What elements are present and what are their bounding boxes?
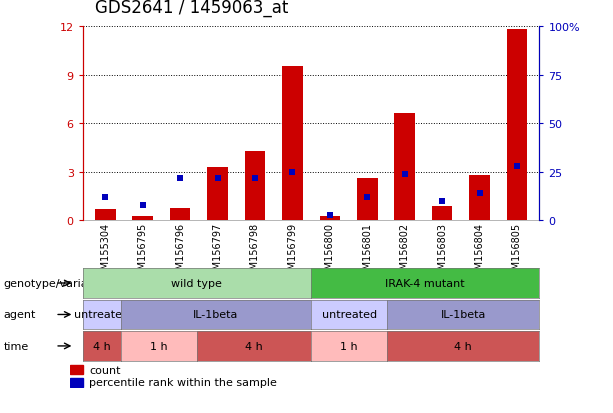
- Bar: [282, 67, 303, 221]
- Bar: [170, 208, 191, 221]
- Bar: [70, 366, 83, 374]
- Point: [474, 190, 484, 197]
- Bar: [470, 176, 490, 221]
- Point: [362, 195, 372, 201]
- Point: [325, 212, 335, 218]
- Text: IL-1beta: IL-1beta: [193, 310, 238, 320]
- Point: [175, 175, 185, 182]
- Point: [138, 202, 148, 209]
- Bar: [319, 217, 340, 221]
- Bar: [357, 179, 378, 221]
- Text: agent: agent: [4, 310, 36, 320]
- Bar: [507, 30, 527, 221]
- Point: [250, 175, 260, 182]
- Text: IL-1beta: IL-1beta: [441, 310, 486, 320]
- Text: untreated: untreated: [322, 310, 377, 320]
- Text: untreated: untreated: [74, 310, 129, 320]
- Point: [437, 198, 447, 205]
- Text: IRAK-4 mutant: IRAK-4 mutant: [386, 278, 465, 288]
- Bar: [394, 114, 415, 221]
- Text: 1 h: 1 h: [150, 341, 168, 351]
- Text: GDS2641 / 1459063_at: GDS2641 / 1459063_at: [95, 0, 288, 17]
- Bar: [70, 378, 83, 387]
- Text: count: count: [89, 365, 120, 375]
- Point: [101, 195, 110, 201]
- Text: genotype/variation: genotype/variation: [4, 278, 110, 288]
- Point: [512, 163, 522, 170]
- Text: 4 h: 4 h: [93, 341, 111, 351]
- Bar: [207, 168, 228, 221]
- Text: 1 h: 1 h: [340, 341, 358, 351]
- Bar: [245, 152, 265, 221]
- Bar: [132, 216, 153, 221]
- Text: 4 h: 4 h: [454, 341, 472, 351]
- Text: 4 h: 4 h: [245, 341, 263, 351]
- Bar: [95, 210, 115, 221]
- Text: time: time: [4, 341, 29, 351]
- Bar: [432, 206, 452, 221]
- Point: [400, 171, 409, 178]
- Point: [213, 175, 223, 182]
- Text: wild type: wild type: [172, 278, 223, 288]
- Point: [287, 169, 297, 176]
- Text: percentile rank within the sample: percentile rank within the sample: [89, 377, 276, 387]
